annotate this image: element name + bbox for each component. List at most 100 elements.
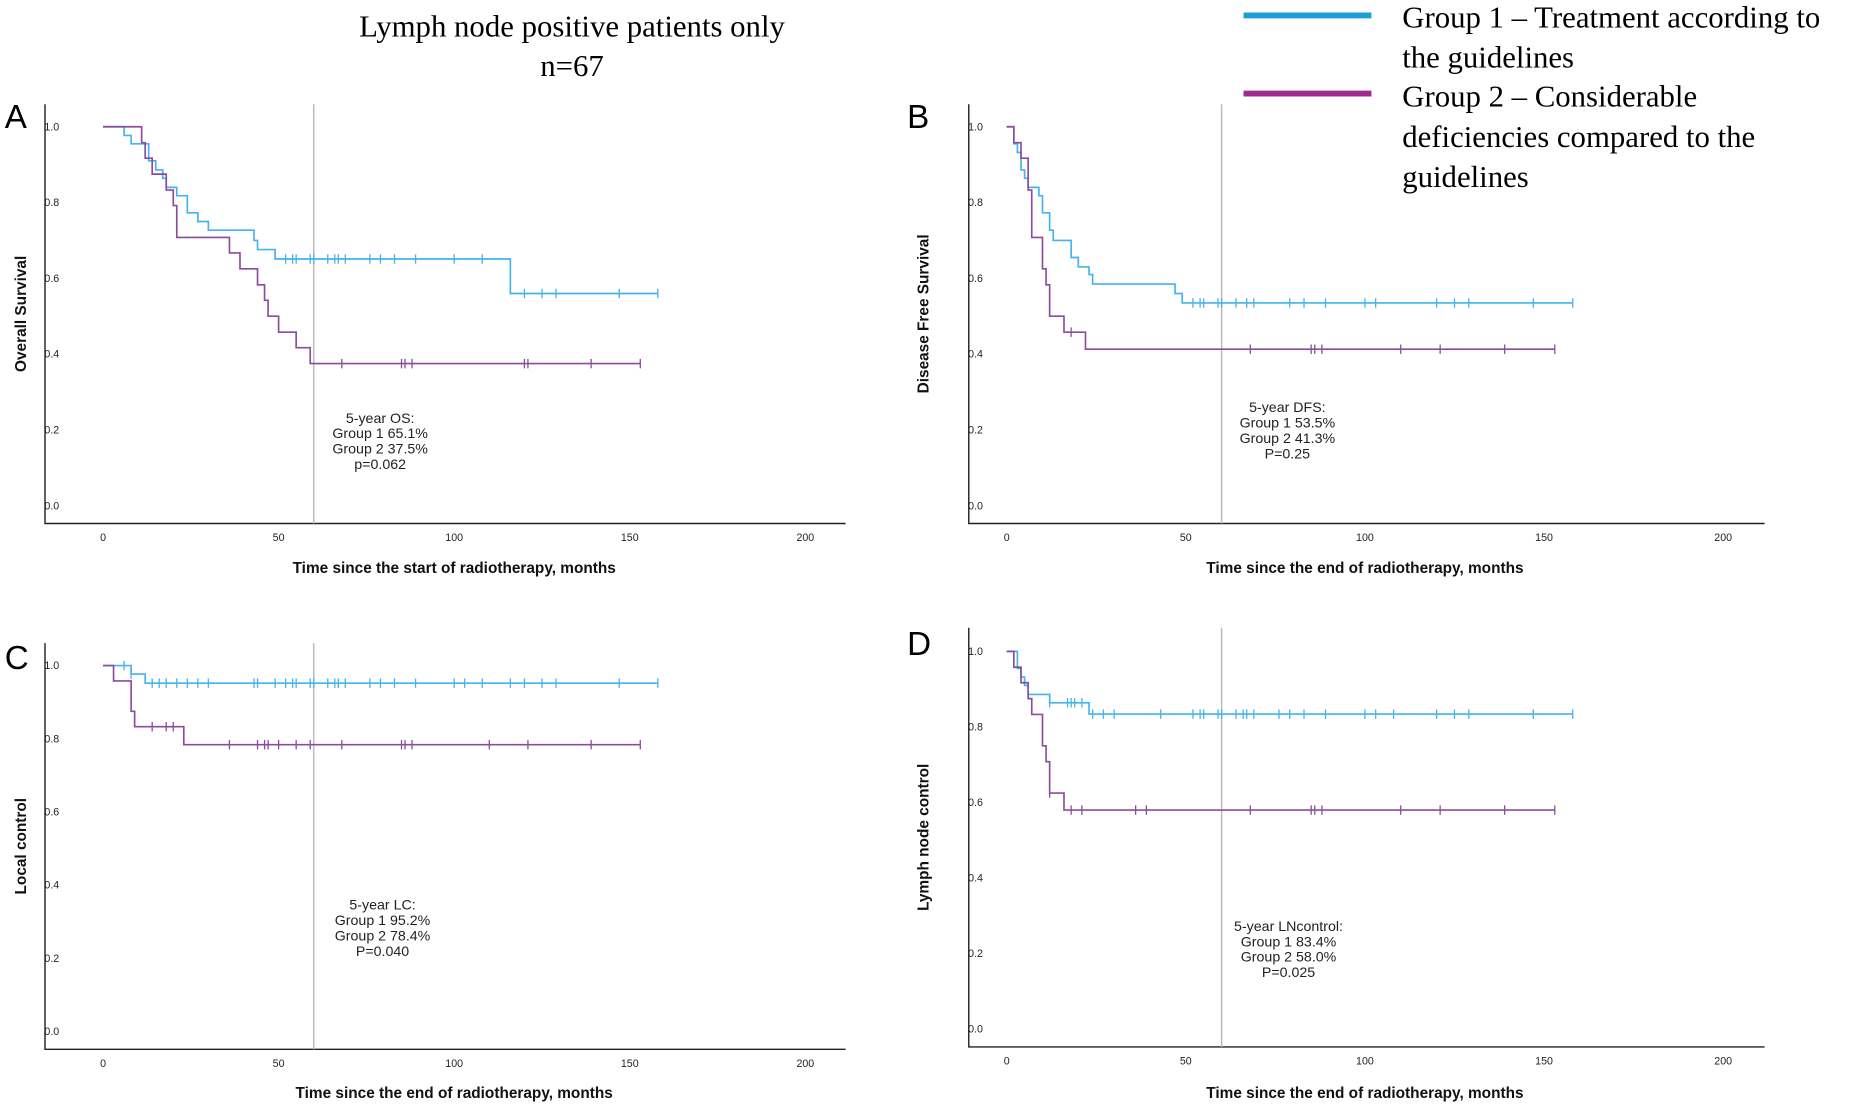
annotation-line: P=0.040 [356,944,409,960]
y-tick-label: 0.4 [44,349,59,361]
x-axis-label: Time since the end of radiotherapy, mont… [296,1085,613,1102]
annotation-line: Group 2 37.5% [332,442,428,458]
annotation-line: Group 2 78.4% [335,928,431,944]
y-tick-label: 0.2 [44,953,59,965]
x-tick-label: 0 [1004,532,1010,544]
annotation-line: Group 1 95.2% [335,913,431,929]
survival-curve-group-2 [103,664,641,746]
panel-letter: C [5,640,29,677]
y-tick-label: 0.0 [968,1024,983,1036]
x-tick-label: 100 [445,532,463,544]
y-axis-label: Lymph node control [916,764,933,911]
y-tick-label: 0.2 [44,424,59,436]
y-tick-label: 1.0 [968,646,983,658]
x-tick-label: 0 [1004,1056,1010,1068]
panel-c: C 0.0 0.2 0.4 0.6 0.8 1.0 0 50 100 150 200 Local con… [5,640,846,1102]
survival-curve-group-2 [1006,125,1555,351]
series-group-2 [103,125,641,369]
series-group-1 [1006,650,1574,719]
y-tick-label: 0.0 [44,500,59,512]
survival-curve-group-1 [1006,650,1573,715]
y-tick-label: 0.0 [968,500,983,512]
x-tick-label: 150 [621,532,639,544]
y-tick-label: 0.8 [44,197,59,209]
x-axis-label: Time since the start of radiotherapy, mo… [293,560,616,577]
annotation-line: 5-year DFS: [1249,400,1326,416]
legend-label-group-2: guidelines [1402,160,1529,194]
y-tick-label: 1.0 [44,660,59,672]
annotation-line: p=0.062 [354,457,406,473]
panel-a: A 0.0 0.2 0.4 0.6 0.8 1.0 0 50 100 150 200 Overall S… [5,99,846,577]
annotation-line: Group 2 41.3% [1240,431,1336,447]
survival-curve-group-1 [103,664,658,684]
y-tick-label: 0.8 [968,722,983,734]
annotation-line: Group 1 65.1% [332,426,428,442]
y-tick-label: 1.0 [44,121,59,133]
survival-curve-group-2 [1006,650,1555,811]
panel-letter: B [907,99,929,136]
series-group-1 [103,125,659,299]
legend-label-group-2: Group 2 – Considerable [1402,80,1697,114]
annotation-line: 5-year OS: [346,411,415,427]
axes-frame [968,104,1765,525]
figure-title: Lymph node positive patients only [359,10,785,44]
x-tick-label: 200 [1714,1056,1732,1068]
x-tick-label: 200 [1714,532,1732,544]
y-axis-label: Disease Free Survival [916,234,933,393]
annotation-line: P=0.025 [1262,965,1315,981]
series-group-2 [1006,125,1556,354]
y-tick-label: 0.8 [968,197,983,209]
y-tick-label: 0.8 [44,733,59,745]
y-tick-label: 0.0 [44,1026,59,1038]
survival-curve-group-1 [103,125,658,295]
y-tick-label: 0.6 [968,797,983,809]
y-tick-label: 0.4 [44,880,59,892]
series-group-2 [1006,650,1556,815]
legend-label-group-1: the guidelines [1402,41,1574,75]
legend: Group 1 – Treatment according to the guid… [1243,0,1820,194]
x-tick-label: 100 [1356,532,1374,544]
x-tick-label: 50 [273,532,285,544]
y-axis-label: Overall Survival [13,256,30,372]
axes-frame [44,104,846,525]
y-tick-label: 0.6 [968,273,983,285]
x-axis-label: Time since the end of radiotherapy, mont… [1206,1085,1523,1102]
annotation-line: 5-year LC: [349,898,415,914]
axes-frame [968,627,1765,1048]
x-tick-label: 150 [621,1058,639,1070]
x-tick-label: 200 [796,532,814,544]
series-group-1 [103,660,659,688]
survival-curve-group-2 [103,125,641,365]
x-axis-label: Time since the end of radiotherapy, mont… [1206,560,1523,577]
axes-frame [44,643,846,1051]
x-tick-label: 50 [1180,532,1192,544]
annotation-line: P=0.25 [1265,446,1311,462]
x-tick-label: 0 [100,532,106,544]
y-tick-label: 0.6 [44,807,59,819]
y-tick-label: 0.2 [968,948,983,960]
x-tick-label: 100 [1356,1056,1374,1068]
panel-letter: D [907,626,931,663]
x-tick-label: 150 [1535,1056,1553,1068]
annotation-line: Group 2 58.0% [1241,950,1337,966]
series-group-2 [103,664,641,750]
x-tick-label: 50 [1180,1056,1192,1068]
y-tick-label: 0.6 [44,273,59,285]
annotation-line: Group 1 53.5% [1240,416,1336,432]
x-tick-label: 0 [100,1058,106,1070]
y-tick-label: 0.2 [968,424,983,436]
y-axis-label: Local control [13,798,30,895]
x-tick-label: 200 [796,1058,814,1070]
x-tick-label: 150 [1535,532,1553,544]
x-tick-label: 100 [445,1058,463,1070]
panels: A 0.0 0.2 0.4 0.6 0.8 1.0 0 50 100 150 200 Overall S… [5,99,1765,1102]
y-tick-label: 1.0 [968,121,983,133]
x-tick-label: 50 [273,1058,285,1070]
annotation-line: 5-year LNcontrol: [1234,919,1343,935]
panel-letter: A [5,99,28,136]
panel-d: D 0.0 0.2 0.4 0.6 0.8 1.0 0 50 100 150 200 Lymph nod… [907,626,1765,1102]
y-tick-label: 0.4 [968,349,983,361]
legend-label-group-1: Group 1 – Treatment according to [1402,0,1820,34]
panel-b: B 0.0 0.2 0.4 0.6 0.8 1.0 0 50 100 150 200 Disease F… [907,99,1765,577]
